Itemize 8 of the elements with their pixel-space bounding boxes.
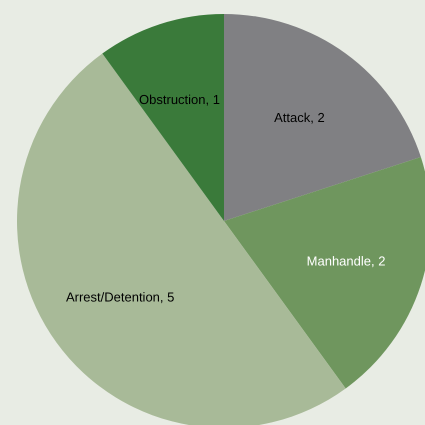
slice-label: Attack <box>274 110 311 125</box>
data-label: , 2 <box>310 110 325 125</box>
data-label: , 1 <box>206 91 220 106</box>
data-label: , 2 <box>370 253 386 268</box>
slice-label: Manhandle <box>306 253 371 268</box>
slice-label: Obstruction <box>139 91 206 106</box>
slice-label: Arrest/Detention <box>66 288 160 304</box>
data-label: , 5 <box>160 288 174 304</box>
